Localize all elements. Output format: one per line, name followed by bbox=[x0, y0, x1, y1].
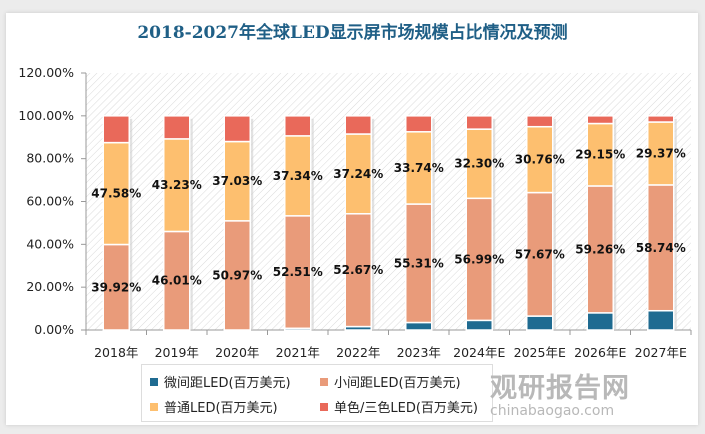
data-labels: 39.92% 47.58% 46.01% 43.23% 50.97% 37.03% 52.5… bbox=[91, 146, 685, 294]
bar-segment-1 bbox=[526, 315, 554, 331]
watermark-main: 观研报告网 bbox=[490, 373, 630, 404]
data-label: 37.34% bbox=[273, 169, 323, 183]
legend-label: 普通LED(百万美元) bbox=[164, 401, 278, 416]
data-label: 57.67% bbox=[515, 247, 565, 261]
data-label: 59.26% bbox=[575, 242, 625, 256]
watermark: 观研报告网 chinabaogao.com bbox=[490, 366, 630, 419]
data-label: 29.37% bbox=[636, 146, 686, 160]
bar-segment-4 bbox=[526, 115, 554, 128]
chart-title: 2018-2027年全球LED显示屏市场规模占比情况及预测 bbox=[137, 23, 568, 43]
data-label: 30.76% bbox=[515, 153, 565, 167]
bar-segment-4 bbox=[223, 115, 251, 143]
x-tick-label: 2026年E bbox=[574, 345, 626, 360]
bar-segment-1 bbox=[405, 321, 433, 331]
y-tick-label: 0.00% bbox=[34, 322, 74, 337]
x-tick-label: 2022年 bbox=[336, 345, 380, 360]
bar-segment-4 bbox=[647, 115, 675, 123]
bar-segment-2 bbox=[405, 203, 433, 324]
y-tick-label: 20.00% bbox=[26, 279, 74, 294]
bar-segment-4 bbox=[344, 115, 372, 135]
x-tick-label: 2019年 bbox=[155, 345, 199, 360]
y-tick-label: 60.00% bbox=[26, 194, 74, 209]
bar-segment-3 bbox=[344, 133, 372, 215]
data-label: 43.23% bbox=[152, 178, 202, 192]
bar-segment-1 bbox=[647, 309, 675, 331]
x-tick-label: 2023年 bbox=[397, 345, 441, 360]
x-tick-label: 2021年 bbox=[276, 345, 320, 360]
legend-label: 小间距LED(百万美元) bbox=[334, 376, 461, 391]
bar-segment-2 bbox=[647, 184, 675, 312]
legend-swatch bbox=[320, 377, 328, 386]
y-axis: 0.00% 20.00% 40.00% 60.00% 80.00% 100.00% 120.… bbox=[18, 65, 87, 337]
bar-segment-4 bbox=[405, 115, 433, 133]
legend-item-regular: 普通LED(百万美元) bbox=[150, 397, 278, 416]
data-label: 52.67% bbox=[333, 263, 383, 277]
bar-segment-2 bbox=[586, 185, 614, 314]
bar-segment-4 bbox=[163, 115, 191, 140]
data-label: 55.31% bbox=[394, 256, 444, 270]
legend-swatch bbox=[150, 402, 158, 411]
data-label: 39.92% bbox=[91, 280, 141, 294]
x-tick-label: 2027年E bbox=[635, 345, 687, 360]
legend-swatch bbox=[150, 377, 158, 386]
legend-label: 微间距LED(百万美元) bbox=[164, 376, 291, 391]
legend-item-small-pitch: 小间距LED(百万美元) bbox=[320, 372, 461, 391]
data-label: 56.99% bbox=[454, 252, 504, 266]
data-label: 33.74% bbox=[394, 161, 444, 175]
bar-segment-4 bbox=[284, 115, 312, 137]
data-label: 52.51% bbox=[273, 265, 323, 279]
x-tick-label: 2024年E bbox=[453, 345, 505, 360]
bar-segment-2 bbox=[344, 213, 372, 328]
legend: 微间距LED(百万美元) 小间距LED(百万美元) 普通LED(百万美元) 单色… bbox=[141, 364, 493, 422]
bar-segment-2 bbox=[465, 197, 493, 322]
x-tick-label: 2025年E bbox=[514, 345, 566, 360]
x-tick-label: 2018年 bbox=[94, 345, 138, 360]
bar-segment-4 bbox=[102, 115, 130, 144]
data-label: 46.01% bbox=[152, 274, 202, 288]
bars bbox=[102, 115, 677, 331]
watermark-sub: chinabaogao.com bbox=[490, 403, 615, 419]
bar-segment-3 bbox=[284, 135, 312, 217]
bar-segment-1 bbox=[465, 319, 493, 331]
y-tick-label: 40.00% bbox=[26, 236, 74, 251]
y-tick-label: 100.00% bbox=[18, 108, 74, 123]
legend-item-micro-pitch: 微间距LED(百万美元) bbox=[150, 372, 291, 391]
bar-segment-4 bbox=[586, 115, 614, 125]
bar-segment-2 bbox=[284, 215, 312, 330]
bar-segment-3 bbox=[102, 141, 130, 246]
bar-segment-2 bbox=[163, 230, 191, 331]
data-label: 37.24% bbox=[333, 167, 383, 181]
data-label: 29.15% bbox=[575, 148, 625, 162]
data-label: 47.58% bbox=[91, 187, 141, 201]
y-tick-label: 120.00% bbox=[18, 65, 74, 80]
x-tick-label: 2020年 bbox=[215, 345, 259, 360]
legend-label: 单色/三色LED(百万美元) bbox=[334, 401, 478, 416]
data-label: 32.30% bbox=[454, 157, 504, 171]
bar-segment-4 bbox=[465, 115, 493, 130]
bar-segment-3 bbox=[405, 131, 433, 205]
bar-segment-3 bbox=[586, 122, 614, 187]
data-label: 37.03% bbox=[212, 174, 262, 188]
bar-segment-3 bbox=[163, 138, 191, 233]
data-label: 58.74% bbox=[636, 241, 686, 255]
data-label: 50.97% bbox=[212, 268, 262, 282]
bar-segment-1 bbox=[586, 312, 614, 331]
bar-segment-2 bbox=[102, 243, 130, 331]
legend-swatch bbox=[320, 402, 328, 411]
legend-item-mono-tri: 单色/三色LED(百万美元) bbox=[320, 397, 478, 416]
bar-segment-3 bbox=[223, 140, 251, 222]
x-axis: 2018年 2019年 2020年 2021年 2022年 2023年 2024年E 2025… bbox=[85, 329, 692, 360]
y-tick-label: 80.00% bbox=[26, 151, 74, 166]
